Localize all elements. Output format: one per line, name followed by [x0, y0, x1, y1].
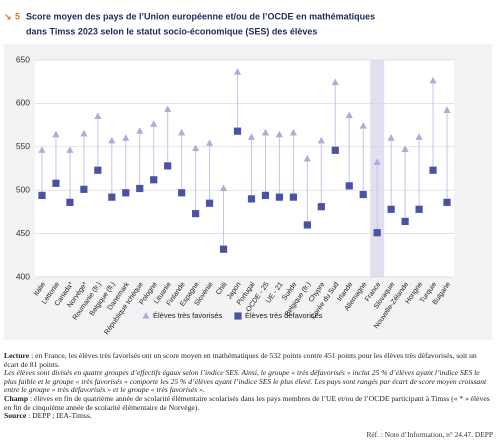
method-text: Les élèves sont divisés en quatre groupe…	[4, 368, 487, 395]
triangle-marker	[219, 184, 228, 192]
y-tick-label: 500	[16, 184, 30, 194]
triangle-marker	[317, 136, 325, 144]
square-marker	[108, 193, 116, 201]
chart: ↘ 5 Score moyen des pays de l’Union euro…	[4, 11, 492, 340]
triangle-marker	[387, 134, 395, 141]
square-marker	[178, 189, 186, 197]
chart-subtitle: dans Timss 2023 selon le statut socio-éc…	[26, 26, 317, 36]
square-marker	[52, 179, 60, 187]
figure-number: 5	[15, 11, 20, 21]
legend-label: Élèves très défavorisés	[245, 311, 323, 320]
triangle-marker	[373, 158, 381, 166]
square-marker	[247, 195, 256, 203]
square-marker	[94, 166, 102, 174]
lecture-note: Lecture : en France, les élèves très fav…	[4, 351, 492, 369]
triangle-marker	[164, 105, 172, 113]
y-tick-label: 400	[16, 271, 30, 281]
square-marker	[289, 193, 297, 201]
square-marker	[401, 217, 409, 226]
y-tick-label: 600	[16, 98, 30, 108]
reference: Réf. : Note d’Information, n° 24.47. DEP…	[366, 430, 493, 439]
square-marker	[219, 245, 228, 253]
square-marker	[429, 166, 437, 174]
square-marker	[192, 210, 200, 218]
triangle-marker	[331, 78, 339, 86]
square-marker	[261, 191, 270, 200]
square-marker	[122, 189, 130, 197]
triangle-marker	[136, 127, 144, 134]
source-text: : DEPP ; IEA-Timss.	[26, 411, 92, 421]
triangle-marker	[261, 128, 270, 136]
y-tick-label: 550	[16, 141, 30, 151]
square-marker	[331, 146, 339, 154]
lecture-text: : en France, les élèves très favorisés o…	[4, 351, 477, 369]
method-note: Les élèves sont divisés en quatre groupe…	[4, 368, 492, 395]
square-marker	[345, 182, 353, 190]
triangle-marker	[401, 145, 409, 153]
legend-marker	[234, 312, 242, 320]
triangle-marker	[66, 146, 74, 153]
triangle-marker	[247, 133, 256, 140]
square-marker	[233, 127, 242, 135]
chart-title: Score moyen des pays de l’Union européen…	[26, 11, 375, 21]
triangle-marker	[275, 130, 284, 138]
square-marker	[66, 198, 74, 206]
triangle-marker	[345, 111, 353, 119]
triangle-marker	[94, 112, 102, 120]
triangle-marker	[415, 133, 423, 140]
triangle-marker	[192, 144, 200, 152]
source-note: Source : DEPP ; IEA-Timss.	[4, 411, 492, 421]
triangle-marker	[359, 121, 367, 129]
square-marker	[136, 184, 144, 193]
square-marker	[317, 203, 325, 211]
champ-text: : élèves en fin de quatrième année de sc…	[4, 393, 490, 412]
champ-note: Champ : élèves en fin de quatrième année…	[4, 393, 492, 412]
square-marker	[303, 221, 311, 229]
square-marker	[373, 229, 381, 237]
square-marker	[415, 205, 423, 213]
triangle-marker	[303, 154, 311, 162]
triangle-marker	[108, 136, 116, 144]
square-marker	[275, 193, 284, 201]
square-marker	[38, 191, 46, 200]
triangle-marker	[289, 128, 297, 136]
square-marker	[359, 190, 367, 199]
champ-label: Champ	[4, 393, 29, 403]
square-marker	[150, 176, 158, 184]
y-tick-label: 650	[16, 54, 30, 64]
triangle-marker	[52, 130, 60, 138]
y-tick-label: 450	[16, 228, 30, 238]
triangle-marker	[122, 134, 130, 141]
triangle-marker	[429, 76, 437, 84]
lecture-label: Lecture	[4, 351, 30, 360]
triangle-marker	[178, 128, 186, 136]
square-marker	[205, 199, 214, 207]
notes: Lecture : en France, les élèves très fav…	[4, 351, 492, 421]
triangle-marker	[233, 68, 242, 75]
triangle-marker	[38, 146, 46, 153]
source-label: Source	[4, 411, 27, 421]
square-marker	[443, 198, 451, 206]
square-marker	[387, 205, 395, 213]
triangle-marker	[150, 120, 158, 127]
square-marker	[164, 162, 172, 170]
figure-arrow: ↘	[4, 11, 12, 21]
triangle-marker	[80, 129, 88, 137]
square-marker	[80, 185, 88, 193]
triangle-marker	[205, 139, 214, 146]
legend-label: Élèves très favorisés	[153, 311, 222, 320]
legend-marker	[142, 312, 150, 319]
triangle-marker	[443, 106, 451, 113]
